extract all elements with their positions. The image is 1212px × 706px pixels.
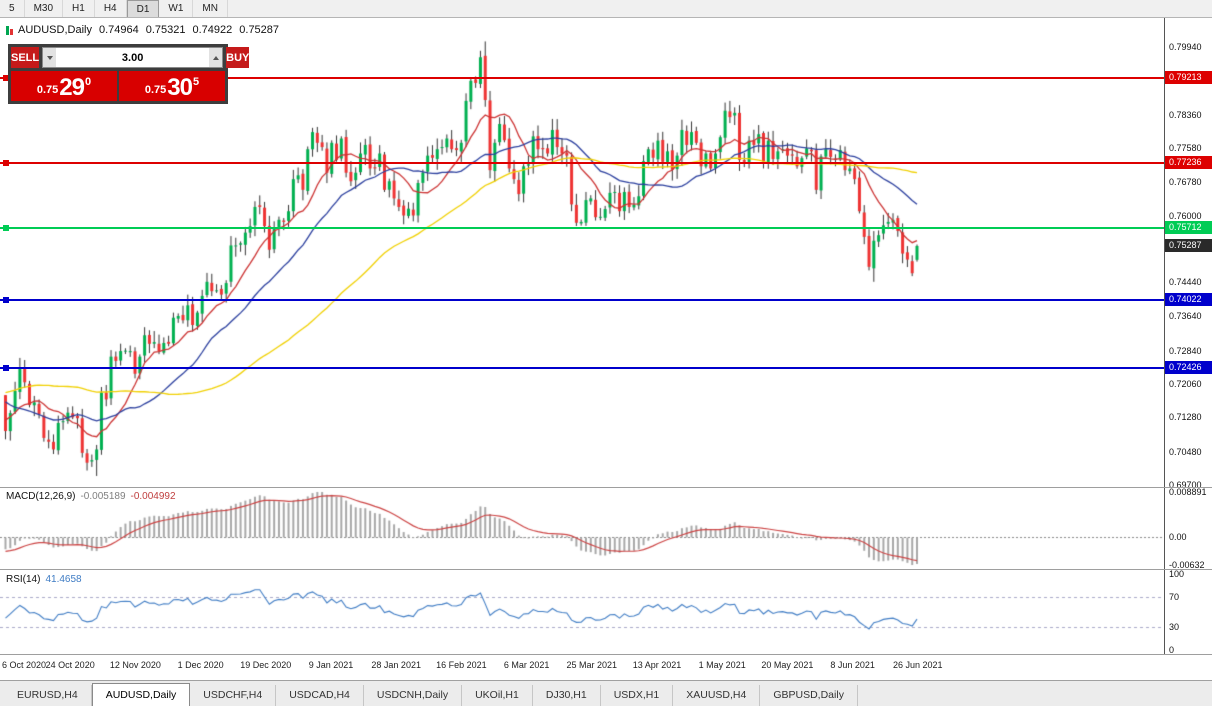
date-label: 24 Oct 2020: [45, 660, 95, 670]
ask-pips: 30: [167, 74, 193, 101]
line-price-label-0.72426: 0.72426: [1165, 361, 1212, 375]
date-label: 6 Oct 2020: [2, 660, 47, 670]
macd-axis-label: 0.008891: [1169, 487, 1207, 497]
price-tick-label: 0.71280: [1169, 412, 1202, 423]
macd-axis-label: -0.00632: [1169, 560, 1205, 570]
price-tick-label: 0.76000: [1169, 210, 1202, 221]
volume-input[interactable]: [56, 48, 210, 67]
bid-pips: 29: [59, 74, 85, 101]
macd-name: MACD(12,26,9): [6, 491, 76, 502]
rsi-pane-canvas[interactable]: [0, 570, 1164, 654]
rsi-indicator-label: RSI(14) 41.4658: [6, 574, 82, 585]
date-label: 1 Dec 2020: [177, 660, 224, 670]
line-price-label-0.75712: 0.75712: [1165, 220, 1212, 234]
date-label: 20 May 2021: [761, 660, 814, 670]
ask-price-button[interactable]: 0.75 30 5: [119, 71, 225, 101]
date-label: 13 Apr 2021: [632, 660, 682, 670]
chart-tab-usdx-h1[interactable]: USDX,H1: [601, 685, 674, 706]
volume-decrease-button[interactable]: [43, 48, 57, 67]
macd-main-value: -0.005189: [80, 491, 126, 502]
ohlc-open: 0.74964: [98, 24, 139, 36]
macd-signal-value: -0.004992: [130, 491, 176, 502]
price-tick-label: 0.70480: [1169, 446, 1202, 457]
rsi-value: 41.4658: [45, 574, 82, 585]
pane-splitter-bottom[interactable]: [0, 654, 1212, 655]
ask-prefix: 0.75: [144, 84, 167, 96]
rsi-axis-label: 30: [1169, 622, 1180, 633]
date-label: 9 Jan 2021: [308, 660, 354, 670]
chart-symbol-label: AUDUSD,Daily: [18, 24, 92, 36]
rsi-name: RSI(14): [6, 574, 41, 585]
bid-pipette: 0: [85, 76, 92, 88]
rsi-axis-label: 0: [1169, 645, 1175, 655]
date-label: 28 Jan 2021: [371, 660, 421, 670]
price-tick-label: 0.73640: [1169, 311, 1202, 322]
timeframe-button-w1[interactable]: W1: [159, 0, 194, 17]
timeframe-button-h1[interactable]: H1: [63, 0, 95, 17]
date-label: 6 Mar 2021: [503, 660, 550, 670]
timeframe-button-h4[interactable]: H4: [95, 0, 127, 17]
sell-button[interactable]: SELL: [11, 47, 40, 68]
rsi-axis-label: 70: [1169, 591, 1180, 602]
ohlc-low: 0.74922: [192, 24, 233, 36]
price-tick-label: 0.79940: [1169, 41, 1202, 52]
date-label: 25 Mar 2021: [566, 660, 618, 670]
ohlc-close: 0.75287: [239, 24, 280, 36]
timeframe-button-5[interactable]: 5: [0, 0, 25, 17]
chart-tab-audusd-daily[interactable]: AUDUSD,Daily: [91, 683, 191, 706]
line-price-label-0.79213: 0.79213: [1165, 71, 1212, 85]
timeframe-button-m30[interactable]: M30: [25, 0, 64, 17]
ohlc-high: 0.75321: [145, 24, 186, 36]
bid-prefix: 0.75: [36, 84, 59, 96]
buy-button[interactable]: BUY: [226, 47, 250, 68]
chart-tab-usdcad-h4[interactable]: USDCAD,H4: [276, 685, 364, 706]
pane-splitter-rsi[interactable]: [0, 569, 1212, 570]
macd-indicator-label: MACD(12,26,9) -0.005189 -0.004992: [6, 491, 176, 502]
price-tick-label: 0.74440: [1169, 277, 1202, 288]
chart-tab-ukoil-h1[interactable]: UKOil,H1: [462, 685, 533, 706]
price-tick-label: 0.76780: [1169, 177, 1202, 188]
chart-tab-bar: EURUSD,H4 AUDUSD,Daily USDCHF,H4 USDCAD,H4 U…: [0, 680, 1212, 706]
current-price-label: 0.75287: [1165, 238, 1212, 252]
volume-field: [42, 47, 224, 68]
chart-tab-dj30-h1[interactable]: DJ30,H1: [533, 685, 601, 706]
date-label: 16 Feb 2021: [436, 660, 487, 670]
timeframe-toolbar: 5 M30 H1 H4 D1 W1 MN: [0, 0, 1212, 18]
price-axis[interactable]: 0.799400.791500.783600.775800.767800.760…: [1164, 18, 1212, 655]
pane-splitter-macd[interactable]: [0, 487, 1212, 488]
volume-increase-button[interactable]: [209, 48, 223, 67]
macd-axis-label: 0.00: [1169, 532, 1187, 542]
date-axis[interactable]: 6 Oct 2020 24 Oct 2020 12 Nov 2020 1 Dec 20…: [0, 655, 1212, 680]
date-label: 19 Dec 2020: [240, 660, 292, 670]
date-label: 8 Jun 2021: [830, 660, 875, 670]
macd-pane-canvas[interactable]: [0, 488, 1164, 569]
chart-tab-xauusd-h4[interactable]: XAUUSD,H4: [673, 685, 761, 706]
ask-pipette: 5: [193, 76, 200, 88]
line-price-label-0.77236: 0.77236: [1165, 155, 1212, 169]
price-tick-label: 0.77580: [1169, 142, 1202, 153]
rsi-axis-label: 100: [1169, 569, 1185, 579]
price-tick-label: 0.69700: [1169, 479, 1202, 490]
chart-tab-usdcnh-daily[interactable]: USDCNH,Daily: [364, 685, 463, 706]
price-tick-label: 0.78360: [1169, 109, 1202, 120]
chart-title: AUDUSD,Daily 0.74964 0.75321 0.74922 0.7…: [6, 24, 279, 36]
price-tick-label: 0.72840: [1169, 345, 1202, 356]
price-tick-label: 0.72060: [1169, 379, 1202, 389]
timeframe-button-d1[interactable]: D1: [126, 0, 160, 17]
candlestick-icon: [6, 25, 13, 35]
triangle-up-icon: [212, 55, 219, 60]
chart-tab-eurusd-h4[interactable]: EURUSD,H4: [4, 685, 92, 706]
date-label: 1 May 2021: [698, 660, 746, 670]
chart-tab-usdchf-h4[interactable]: USDCHF,H4: [190, 685, 277, 706]
date-label: 12 Nov 2020: [109, 660, 161, 670]
date-label: 26 Jun 2021: [893, 660, 943, 670]
bid-price-button[interactable]: 0.75 29 0: [11, 71, 117, 101]
triangle-down-icon: [46, 55, 53, 60]
timeframe-button-mn[interactable]: MN: [193, 0, 228, 17]
chart-tab-gbpusd-daily[interactable]: GBPUSD,Daily: [760, 685, 858, 706]
line-price-label-0.74022: 0.74022: [1165, 293, 1212, 307]
